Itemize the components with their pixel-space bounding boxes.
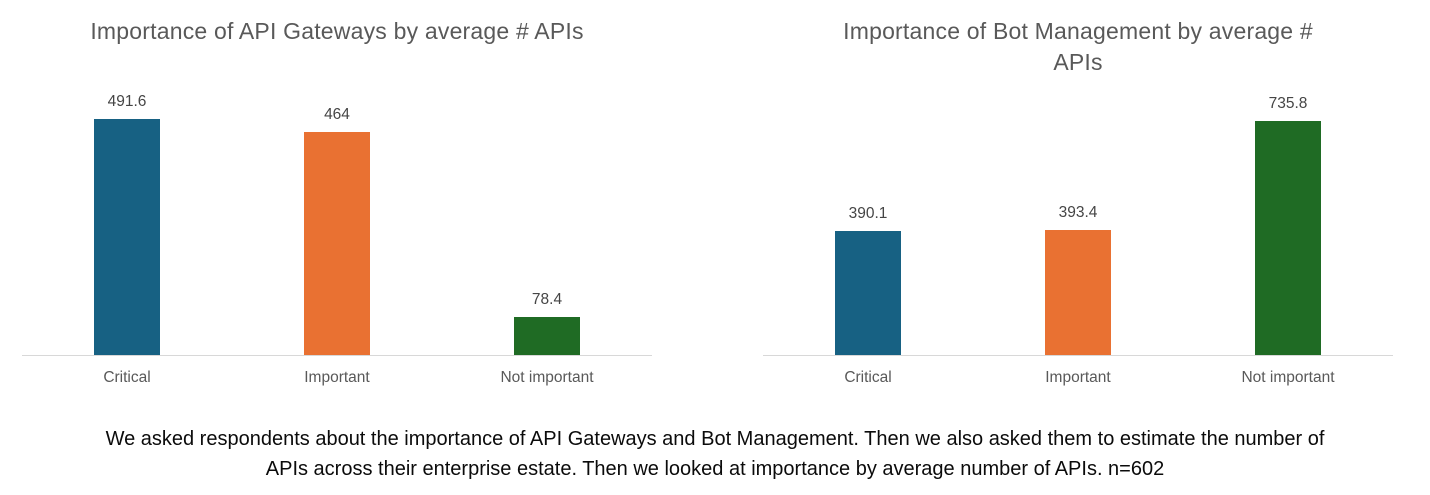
bar-value-label: 78.4 [531, 291, 563, 309]
bar-group-important: 393.4 [973, 204, 1183, 355]
bar-not-important [514, 317, 580, 355]
bar-group-not-important: 78.4 [442, 291, 652, 355]
chart-title: Importance of Bot Management by average … [763, 16, 1393, 78]
x-axis-label-critical: Critical [103, 369, 151, 386]
bar-value-label: 464 [324, 106, 350, 124]
x-axis-line [22, 355, 652, 356]
x-axis-line [763, 355, 1393, 356]
bar-value-label: 735.8 [1268, 94, 1308, 112]
bar-group-critical: 491.6 [22, 93, 232, 355]
bar-critical [835, 230, 901, 355]
chart-title-line: APIs [1053, 49, 1103, 75]
caption: We asked respondents about the importanc… [0, 424, 1430, 484]
bar-group-critical: 390.1 [763, 205, 973, 355]
plot-area: 491.6 464 78.4 [22, 0, 652, 356]
x-axis-label-critical: Critical [844, 369, 892, 386]
bar-important [304, 132, 370, 355]
caption-line-2: APIs across their enterprise estate. The… [265, 458, 1165, 480]
chart-title-line: Importance of Bot Management by average … [843, 18, 1313, 44]
chart-title-line: Importance of API Gateways by average # … [90, 18, 584, 44]
x-axis-label-important: Important [1045, 369, 1111, 386]
bar-value-label: 491.6 [107, 93, 147, 110]
x-axis-label-important: Important [304, 369, 370, 386]
bar-group-important: 464 [232, 106, 442, 355]
chart-api-gateways: Importance of API Gateways by average # … [0, 0, 715, 410]
chart-title: Importance of API Gateways by average # … [22, 16, 652, 47]
bar-important [1045, 229, 1111, 355]
x-axis-label-not-important: Not important [500, 369, 594, 386]
bar-not-important [1255, 120, 1321, 355]
bar-group-not-important: 735.8 [1183, 94, 1393, 355]
bar-value-label: 393.4 [1058, 203, 1098, 221]
chart-bot-management: Importance of Bot Management by average … [715, 0, 1430, 410]
bar-critical [94, 119, 160, 355]
x-axis-label-not-important: Not important [1241, 369, 1335, 386]
plot-area: 390.1 393.4 735.8 [763, 0, 1393, 356]
bar-value-label: 390.1 [848, 204, 888, 222]
caption-line-1: We asked respondents about the importanc… [105, 428, 1325, 450]
category-axis: Critical Important Not important [763, 369, 1393, 387]
category-axis: Critical Important Not important [22, 369, 652, 387]
